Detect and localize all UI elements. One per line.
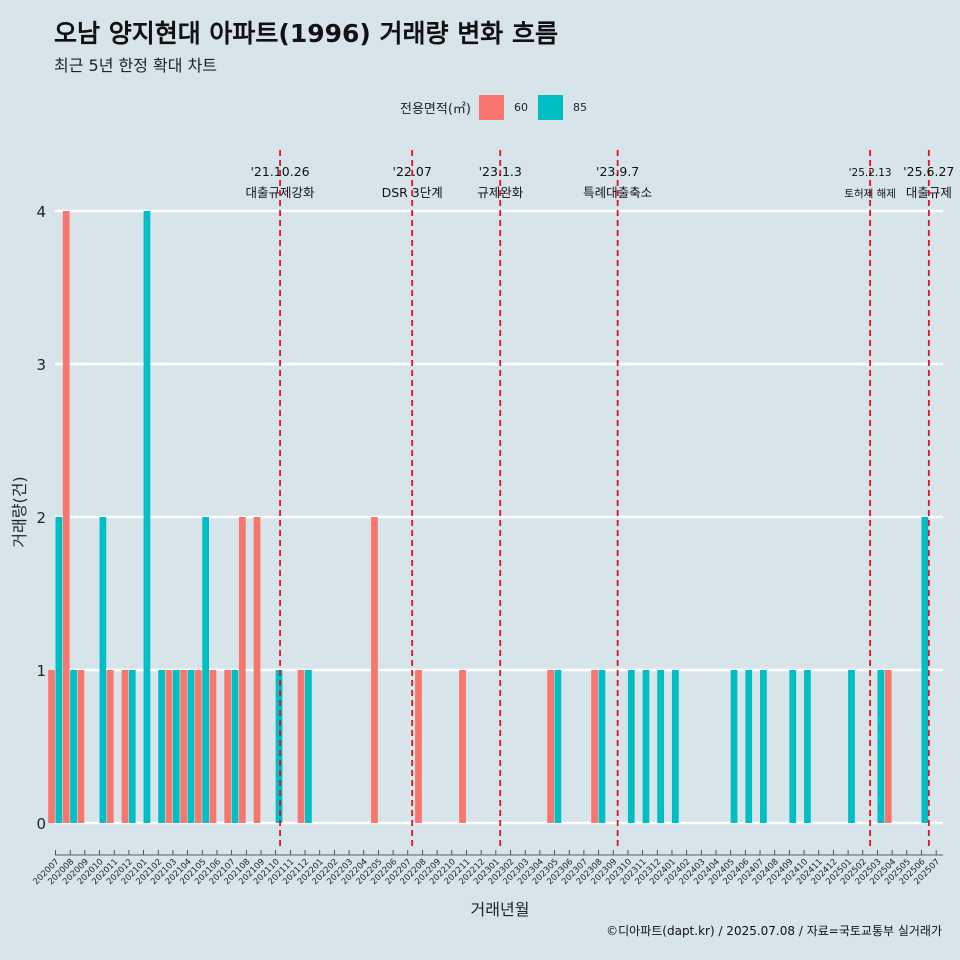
bar-60-202011 (106, 670, 114, 823)
bar-85-202007 (55, 517, 63, 823)
legend-label-60: 60 (513, 100, 528, 114)
legend-key-85 (537, 94, 563, 120)
legend-label-85: 85 (572, 100, 587, 114)
bar-60-202108 (238, 517, 246, 823)
event-label-3: 특례대출축소 (583, 185, 652, 200)
chart-title: 오남 양지현대 아파트(1996) 거래량 변화 흐름 (54, 19, 558, 48)
event-date-5: '25.6.27 (903, 164, 954, 179)
bar-85-202104 (187, 670, 195, 823)
bar-85-202112 (305, 670, 312, 823)
bar-85-202311 (642, 670, 650, 823)
bar-60-202103 (165, 670, 173, 823)
bar-60-202008 (62, 211, 70, 823)
event-date-1: '22.07 (393, 164, 432, 179)
event-date-2: '23.1.3 (479, 164, 522, 179)
bar-60-202308 (591, 670, 598, 823)
legend: 전용면적(㎡) 60 85 (400, 94, 597, 120)
bar-60-202107 (224, 670, 232, 823)
legend-title: 전용면적(㎡) (400, 101, 471, 117)
y-tick-label-0: 0 (36, 815, 46, 833)
event-label-4: 토허제 해제 (844, 187, 896, 200)
bar-85-202503 (877, 670, 885, 823)
y-tick-label-2: 2 (36, 509, 46, 527)
event-label-2: 규제완화 (477, 185, 524, 200)
event-label-5: 대출규제 (906, 185, 952, 200)
bar-60-202104 (180, 670, 187, 823)
bar-60-202112 (297, 670, 305, 823)
bar-60-202211 (459, 670, 466, 823)
bar-85-202501 (848, 670, 855, 823)
bar-60-202208 (415, 670, 422, 823)
bar-85-202506 (921, 517, 929, 823)
bar-85-202407 (760, 670, 767, 823)
legend-key-60 (478, 94, 504, 120)
bar-85-202010 (99, 517, 107, 823)
bar-60-202109 (253, 517, 261, 823)
bar-85-202103 (172, 670, 180, 823)
bar-60-202007 (48, 670, 55, 823)
bar-85-202105 (202, 517, 210, 823)
event-date-0: '21.10.26 (251, 164, 310, 179)
event-label-1: DSR 3단계 (382, 185, 443, 200)
y-tick-label-1: 1 (36, 662, 46, 680)
bar-60-202106 (209, 670, 217, 823)
bar-60-202205 (371, 517, 378, 823)
bar-85-202008 (70, 670, 77, 823)
bar-85-202312 (657, 670, 665, 823)
x-axis-label: 거래년월 (470, 900, 530, 919)
chart-subtitle: 최근 5년 한정 확대 차트 (54, 56, 218, 75)
y-tick-label-3: 3 (36, 356, 46, 374)
event-date-3: '23.9.7 (596, 164, 639, 179)
bar-85-202410 (804, 670, 811, 823)
bar-85-202405 (730, 670, 738, 823)
bar-85-202110 (275, 670, 283, 823)
event-date-4: '25.2.13 (849, 167, 892, 179)
event-label-0: 대출규제강화 (246, 185, 316, 200)
bar-85-202308 (598, 670, 606, 823)
bar-60-202504 (884, 670, 892, 823)
bar-85-202409 (789, 670, 797, 823)
bar-85-202305 (554, 670, 562, 823)
bar-60-202012 (121, 670, 129, 823)
bar-85-202310 (627, 670, 635, 823)
bar-60-202009 (77, 670, 85, 823)
bar-60-202305 (547, 670, 554, 823)
bar-85-202406 (745, 670, 753, 823)
bar-85-202401 (671, 670, 679, 823)
y-axis-label: 거래량(건) (10, 476, 29, 548)
bar-85-202107 (231, 670, 239, 823)
bar-85-202102 (158, 670, 165, 823)
source-caption: ©디아파트(dapt.kr) / 2025.07.08 / 자료=국토교통부 실… (606, 924, 942, 938)
bar-60-202105 (194, 670, 202, 823)
y-tick-label-4: 4 (36, 203, 46, 221)
bar-85-202101 (143, 211, 151, 823)
bar-85-202012 (128, 670, 136, 823)
